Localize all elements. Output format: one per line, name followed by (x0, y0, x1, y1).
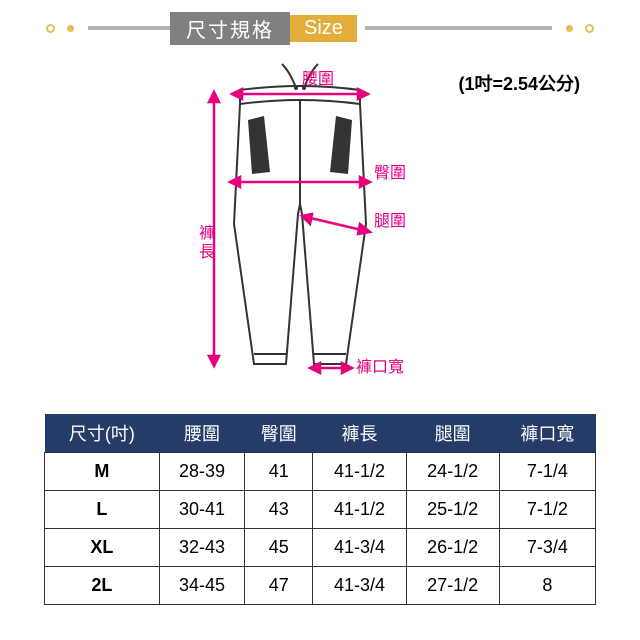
cell: 8 (499, 567, 595, 605)
dot-icon (566, 25, 573, 32)
table-header: 尺寸(吋) 腰圍 臀圍 褲長 腿圍 褲口寬 (45, 414, 596, 453)
cell: 41 (245, 453, 313, 491)
dot-icon (585, 24, 594, 33)
decor-dots-left (46, 24, 74, 33)
table-row: 2L 34-45 47 41-3/4 27-1/2 8 (45, 567, 596, 605)
col-waist: 腰圍 (159, 414, 244, 453)
conversion-note: (1吋=2.54公分) (458, 70, 580, 96)
cell: 41-3/4 (313, 529, 406, 567)
cell: 28-39 (159, 453, 244, 491)
col-cuff: 褲口寬 (499, 414, 595, 453)
cell: 24-1/2 (406, 453, 499, 491)
cell: 41-1/2 (313, 453, 406, 491)
title-zh: 尺寸規格 (170, 12, 290, 45)
cell: 7-1/4 (499, 453, 595, 491)
cell: 45 (245, 529, 313, 567)
decor-line (365, 26, 552, 30)
cell: 47 (245, 567, 313, 605)
cell: 25-1/2 (406, 491, 499, 529)
cell: 41-3/4 (313, 567, 406, 605)
header-band: 尺寸規格 Size (0, 0, 640, 44)
col-length: 褲長 (313, 414, 406, 453)
decor-dots-right (566, 24, 594, 33)
cell: 43 (245, 491, 313, 529)
col-thigh: 腿圍 (406, 414, 499, 453)
label-waist: 腰圍 (302, 70, 334, 88)
table-row: M 28-39 41 41-1/2 24-1/2 7-1/4 (45, 453, 596, 491)
cell: M (45, 453, 160, 491)
cell: 2L (45, 567, 160, 605)
decor-line (88, 26, 170, 30)
cell: 30-41 (159, 491, 244, 529)
label-hip: 臀圍 (374, 165, 406, 182)
cell: XL (45, 529, 160, 567)
label-length: 褲長 (192, 224, 216, 262)
table-row: XL 32-43 45 41-3/4 26-1/2 7-3/4 (45, 529, 596, 567)
cell: 27-1/2 (406, 567, 499, 605)
size-diagram: (1吋=2.54公分) 腰圍 (0, 44, 640, 394)
table-row: L 30-41 43 41-1/2 25-1/2 7-1/2 (45, 491, 596, 529)
title-en: Size (290, 15, 357, 42)
label-cuff: 褲口寬 (356, 358, 404, 376)
cell: L (45, 491, 160, 529)
col-size: 尺寸(吋) (45, 414, 160, 453)
dot-icon (46, 24, 55, 33)
cell: 32-43 (159, 529, 244, 567)
cell: 7-3/4 (499, 529, 595, 567)
size-table: 尺寸(吋) 腰圍 臀圍 褲長 腿圍 褲口寬 M 28-39 41 41-1/2 … (0, 394, 640, 605)
cell: 7-1/2 (499, 491, 595, 529)
cell: 34-45 (159, 567, 244, 605)
col-hip: 臀圍 (245, 414, 313, 453)
cell: 41-1/2 (313, 491, 406, 529)
dot-icon (67, 25, 74, 32)
label-thigh: 腿圍 (374, 212, 406, 230)
cell: 26-1/2 (406, 529, 499, 567)
pants-outline: 腰圍 臀圍 腿圍 褲口寬 (170, 54, 430, 389)
